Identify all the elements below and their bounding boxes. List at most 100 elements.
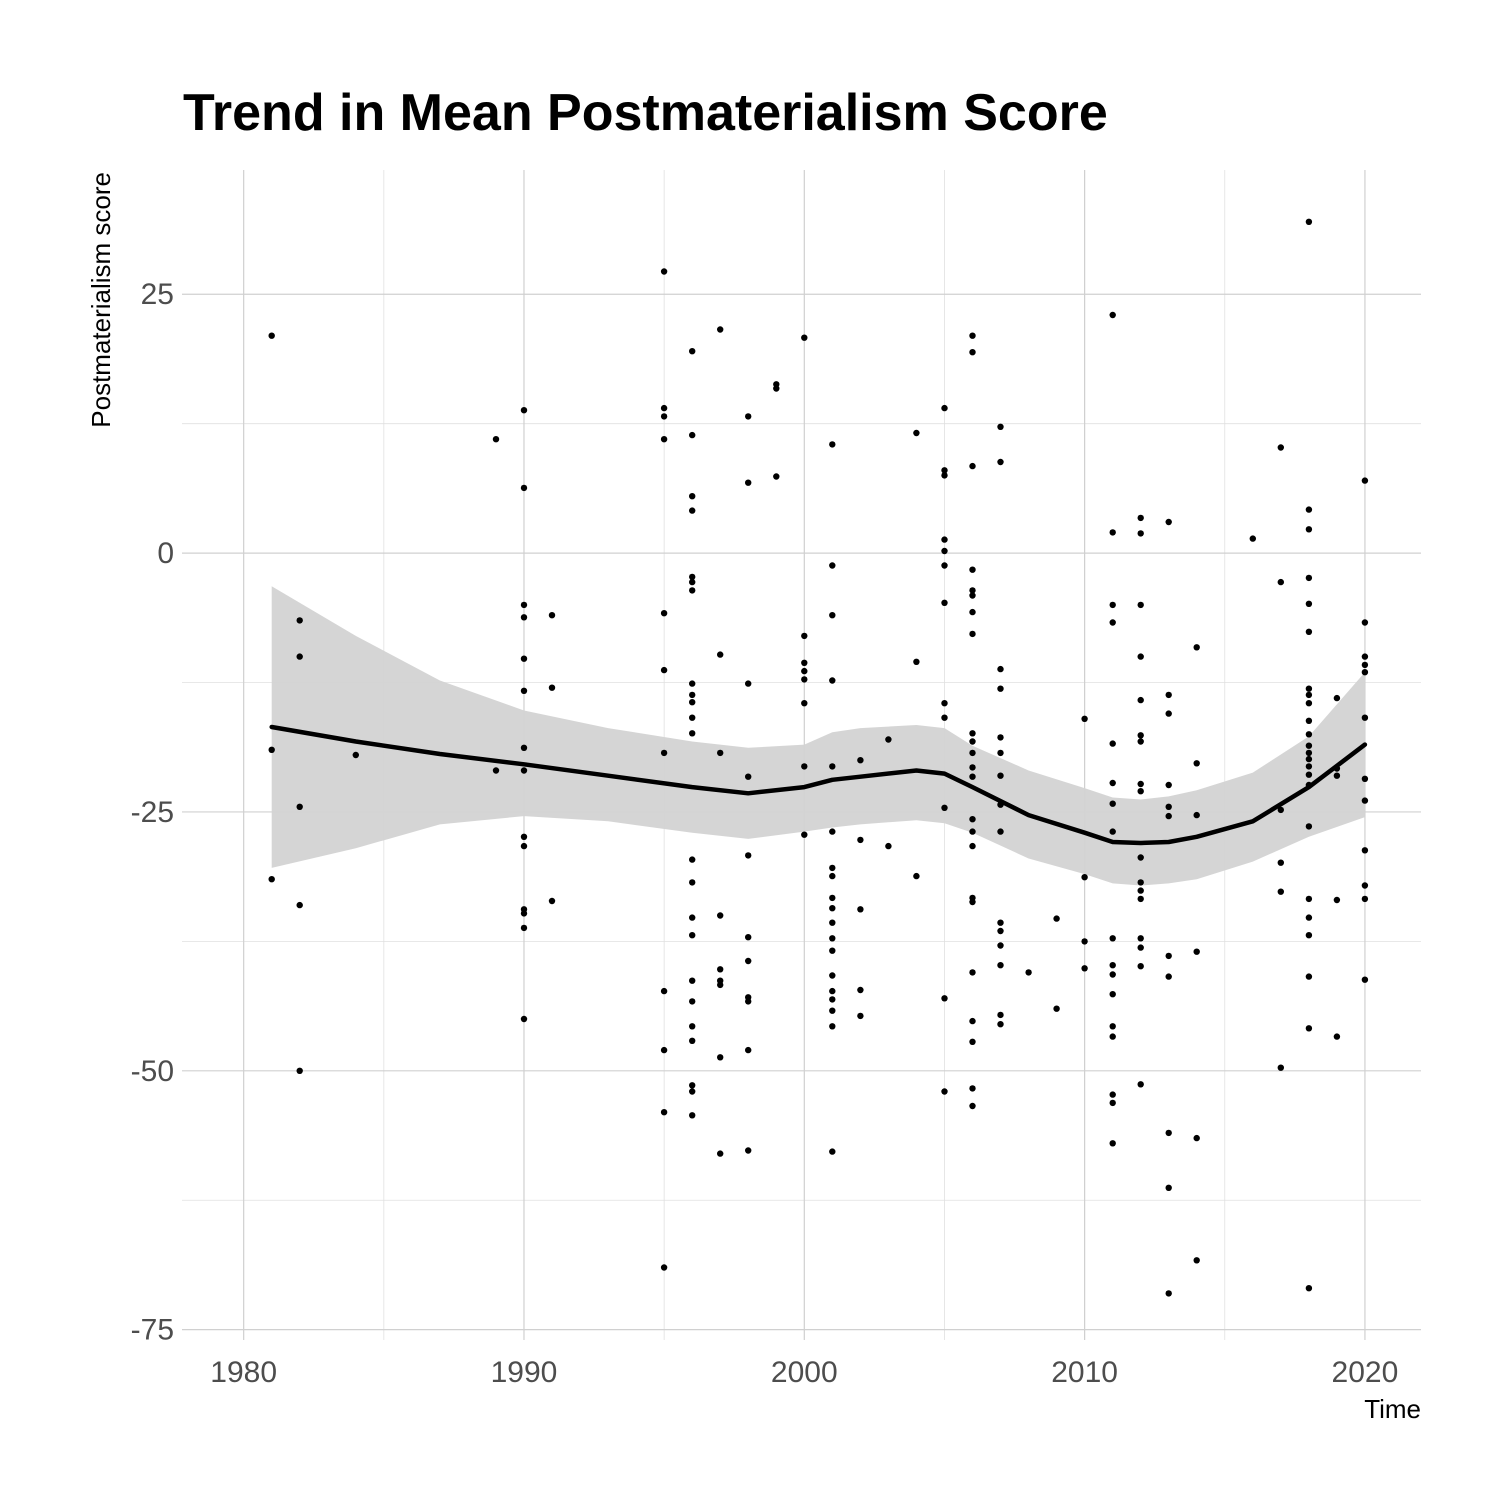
data-point — [1137, 530, 1144, 537]
data-point — [1165, 1184, 1172, 1192]
data-point — [717, 966, 724, 973]
data-point — [689, 493, 696, 500]
data-point — [829, 1007, 836, 1014]
data-point — [717, 326, 724, 333]
data-point — [801, 831, 808, 838]
data-point — [1277, 444, 1285, 451]
data-point — [1109, 1023, 1116, 1030]
data-point — [857, 757, 864, 764]
data-point — [1305, 574, 1313, 582]
data-point — [1137, 738, 1144, 745]
data-point — [660, 749, 668, 757]
data-point — [773, 473, 780, 480]
data-point — [689, 730, 696, 737]
data-point — [296, 1067, 303, 1075]
data-point — [689, 856, 696, 863]
data-point — [969, 332, 976, 339]
data-point — [1137, 601, 1144, 609]
data-point — [1277, 1064, 1285, 1071]
data-point — [520, 910, 528, 917]
data-point — [969, 566, 976, 573]
data-point — [997, 665, 1004, 673]
data-point — [1193, 644, 1200, 651]
data-point — [745, 479, 752, 486]
data-point — [857, 906, 864, 913]
data-point — [689, 699, 696, 706]
data-point — [969, 816, 976, 823]
x-axis-ticks: 1980 1990 2000 2010 2020 — [210, 1356, 1398, 1389]
data-point — [1305, 932, 1313, 939]
data-point — [969, 592, 976, 599]
data-point — [829, 677, 836, 684]
data-point — [1165, 803, 1172, 810]
x-tick-label: 2010 — [1051, 1356, 1118, 1389]
data-point — [969, 1102, 976, 1110]
data-point — [492, 436, 500, 443]
data-point — [520, 614, 528, 621]
data-point — [1193, 1134, 1200, 1142]
data-point — [969, 828, 976, 835]
data-point — [829, 972, 836, 979]
data-point — [969, 608, 976, 616]
data-point — [829, 1023, 836, 1030]
data-point — [1025, 969, 1032, 976]
data-point — [660, 1109, 668, 1116]
data-point — [689, 1112, 696, 1119]
data-point — [997, 927, 1004, 935]
data-point — [689, 1037, 696, 1045]
data-point — [1053, 1005, 1060, 1012]
x-tick-label: 2000 — [771, 1356, 838, 1389]
data-point — [520, 744, 528, 751]
data-point — [997, 734, 1004, 741]
data-point — [268, 332, 275, 339]
data-point — [1305, 218, 1313, 225]
x-tick-label: 2020 — [1332, 1356, 1399, 1389]
y-tick-label: -50 — [131, 1055, 174, 1088]
data-point — [1305, 506, 1313, 513]
y-axis-title: Postmaterialism score — [86, 172, 116, 428]
data-point — [689, 348, 696, 355]
data-point — [660, 268, 668, 275]
data-point — [745, 773, 752, 780]
data-point — [941, 599, 948, 606]
data-point — [1081, 874, 1088, 881]
data-point — [829, 919, 836, 926]
data-point — [885, 736, 892, 743]
data-point — [1305, 823, 1313, 830]
data-point — [997, 962, 1004, 969]
data-point — [268, 876, 275, 883]
data-point — [1109, 1091, 1116, 1098]
data-point — [717, 981, 724, 989]
data-point — [969, 1085, 976, 1092]
data-point — [1165, 1129, 1172, 1137]
data-point — [1305, 763, 1313, 770]
data-point — [689, 1023, 696, 1030]
data-point — [660, 404, 668, 412]
data-point — [969, 1038, 976, 1046]
data-point — [296, 653, 303, 660]
data-point — [885, 842, 892, 850]
data-point — [997, 458, 1004, 466]
data-point — [997, 1020, 1004, 1028]
data-point — [1109, 619, 1116, 626]
data-point — [1137, 935, 1144, 942]
data-point — [1333, 896, 1341, 904]
data-point — [1305, 914, 1313, 921]
data-point — [997, 423, 1004, 430]
data-point — [745, 1046, 752, 1054]
data-point — [857, 1012, 864, 1020]
data-point — [1165, 691, 1172, 699]
data-point — [1333, 694, 1341, 702]
smooth-line — [269, 724, 1368, 846]
data-point — [1165, 1290, 1172, 1297]
data-point — [1361, 619, 1369, 626]
data-point — [997, 749, 1004, 757]
data-point — [1305, 600, 1313, 607]
data-point — [997, 685, 1004, 692]
data-point — [1361, 775, 1369, 782]
y-tick-label: 25 — [141, 278, 174, 311]
data-point — [941, 536, 948, 543]
data-point — [689, 879, 696, 886]
data-point — [689, 587, 696, 594]
